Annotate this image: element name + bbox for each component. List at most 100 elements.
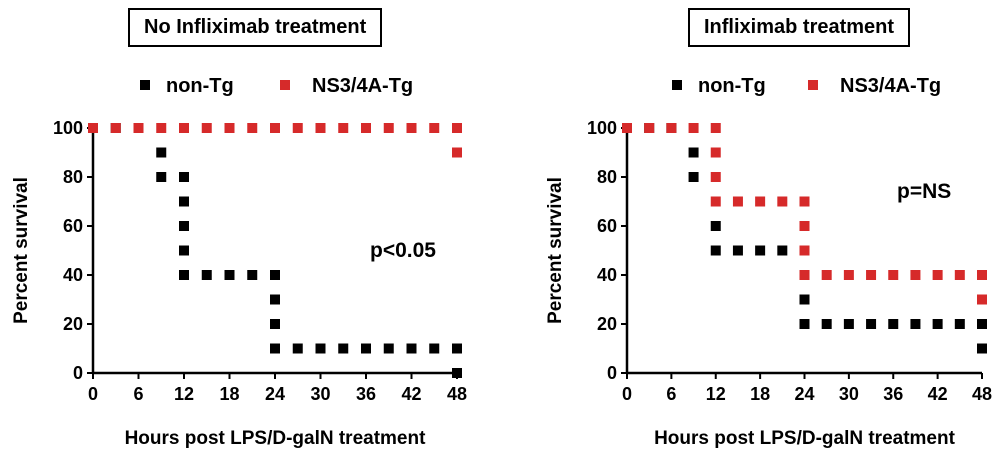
data-point xyxy=(338,343,349,354)
data-point xyxy=(452,123,462,133)
left-chart-panel: No Infliximab treatment 0 6 12 18 24 30 36 42 48… xyxy=(11,8,467,449)
data-point xyxy=(270,270,280,280)
x-tick-label: 12 xyxy=(174,384,194,404)
y-tick-label: 100 xyxy=(53,118,83,138)
data-point xyxy=(777,245,788,256)
data-point xyxy=(383,123,394,133)
data-point xyxy=(977,270,987,280)
data-point xyxy=(247,123,258,133)
chart-svg: 0 6 12 18 24 30 36 42 48 0 20 40 60 80 100 Hours post L… xyxy=(11,75,467,449)
data-point xyxy=(452,343,462,354)
right-chart-panel: Infliximab treatment 0 6 12 18 24 30 36 42 48 0 20… xyxy=(500,0,1000,450)
data-point xyxy=(710,147,721,158)
data-point xyxy=(888,270,899,280)
data-point xyxy=(156,172,167,182)
y-tick-label: 60 xyxy=(63,216,83,236)
data-point xyxy=(179,221,189,231)
data-point xyxy=(315,123,326,133)
data-point xyxy=(710,172,721,182)
y-axis-label: Percent survival xyxy=(545,177,566,324)
data-point xyxy=(732,196,743,207)
x-tick-label: 48 xyxy=(447,384,467,404)
data-point xyxy=(338,123,349,133)
data-point xyxy=(429,343,440,354)
x-tick-label: 24 xyxy=(794,384,814,404)
data-point xyxy=(710,123,721,133)
data-point xyxy=(710,245,721,256)
data-point xyxy=(179,196,189,207)
data-point xyxy=(156,147,167,158)
data-point xyxy=(406,343,417,354)
data-point xyxy=(866,319,877,329)
data-point xyxy=(777,196,788,207)
data-point xyxy=(88,123,98,133)
data-point xyxy=(799,245,810,256)
data-point xyxy=(292,123,303,133)
chart-svg: 0 6 12 18 24 30 36 42 48 0 20 40 60 80 100 Hours post L… xyxy=(545,75,992,449)
data-point xyxy=(179,245,189,256)
x-tick-label: 30 xyxy=(310,384,330,404)
data-point xyxy=(179,172,189,182)
data-point xyxy=(361,343,371,354)
x-tick-label: 18 xyxy=(219,384,239,404)
y-tick-label: 80 xyxy=(63,167,83,187)
data-point xyxy=(843,270,854,280)
p-value-annotation: p<0.05 xyxy=(370,239,436,262)
data-point xyxy=(292,343,303,354)
data-point xyxy=(452,368,462,378)
x-axis-label: Hours post LPS/D-galN treatment xyxy=(654,428,956,449)
data-point xyxy=(977,319,987,329)
legend-marker xyxy=(280,80,290,90)
x-tick-label: 42 xyxy=(401,384,421,404)
legend-label: non-Tg xyxy=(166,75,234,97)
data-point xyxy=(799,270,810,280)
data-point xyxy=(866,270,877,280)
data-point xyxy=(201,270,212,280)
data-point xyxy=(799,319,810,329)
y-tick-label: 20 xyxy=(63,314,83,334)
data-point xyxy=(247,270,258,280)
y-tick-label: 0 xyxy=(607,363,617,383)
y-tick-label: 80 xyxy=(597,167,617,187)
x-tick-label: 24 xyxy=(265,384,285,404)
legend-label: NS3/4A-Tg xyxy=(312,75,413,97)
data-point xyxy=(179,270,189,280)
x-tick-label: 48 xyxy=(972,384,992,404)
data-point xyxy=(224,270,235,280)
data-point xyxy=(799,221,810,231)
data-point xyxy=(429,123,440,133)
data-point xyxy=(821,319,832,329)
legend-label: NS3/4A-Tg xyxy=(840,75,941,97)
data-point xyxy=(270,319,280,329)
x-tick-label: 18 xyxy=(750,384,770,404)
data-point xyxy=(710,221,721,231)
data-point xyxy=(361,123,371,133)
data-point xyxy=(910,319,921,329)
data-point xyxy=(932,270,943,280)
y-tick-label: 20 xyxy=(597,314,617,334)
legend-marker xyxy=(808,80,818,90)
data-point xyxy=(710,196,721,207)
p-value-annotation: p=NS xyxy=(897,180,951,203)
data-point xyxy=(688,123,699,133)
data-point xyxy=(910,270,921,280)
y-tick-label: 60 xyxy=(597,216,617,236)
data-point xyxy=(452,147,462,158)
data-point xyxy=(732,245,743,256)
x-tick-label: 0 xyxy=(622,384,632,404)
y-tick-label: 0 xyxy=(73,363,83,383)
x-tick-label: 6 xyxy=(133,384,143,404)
data-point xyxy=(110,123,121,133)
chart-title: Infliximab treatment xyxy=(688,8,911,47)
data-point xyxy=(201,123,212,133)
data-point xyxy=(644,123,655,133)
x-tick-label: 30 xyxy=(839,384,859,404)
data-point xyxy=(954,270,965,280)
data-point xyxy=(622,123,632,133)
chart-title: No Infliximab treatment xyxy=(128,8,383,47)
data-point xyxy=(821,270,832,280)
x-tick-label: 36 xyxy=(356,384,376,404)
data-point xyxy=(755,196,766,207)
data-point xyxy=(270,294,280,305)
data-point xyxy=(977,294,987,305)
